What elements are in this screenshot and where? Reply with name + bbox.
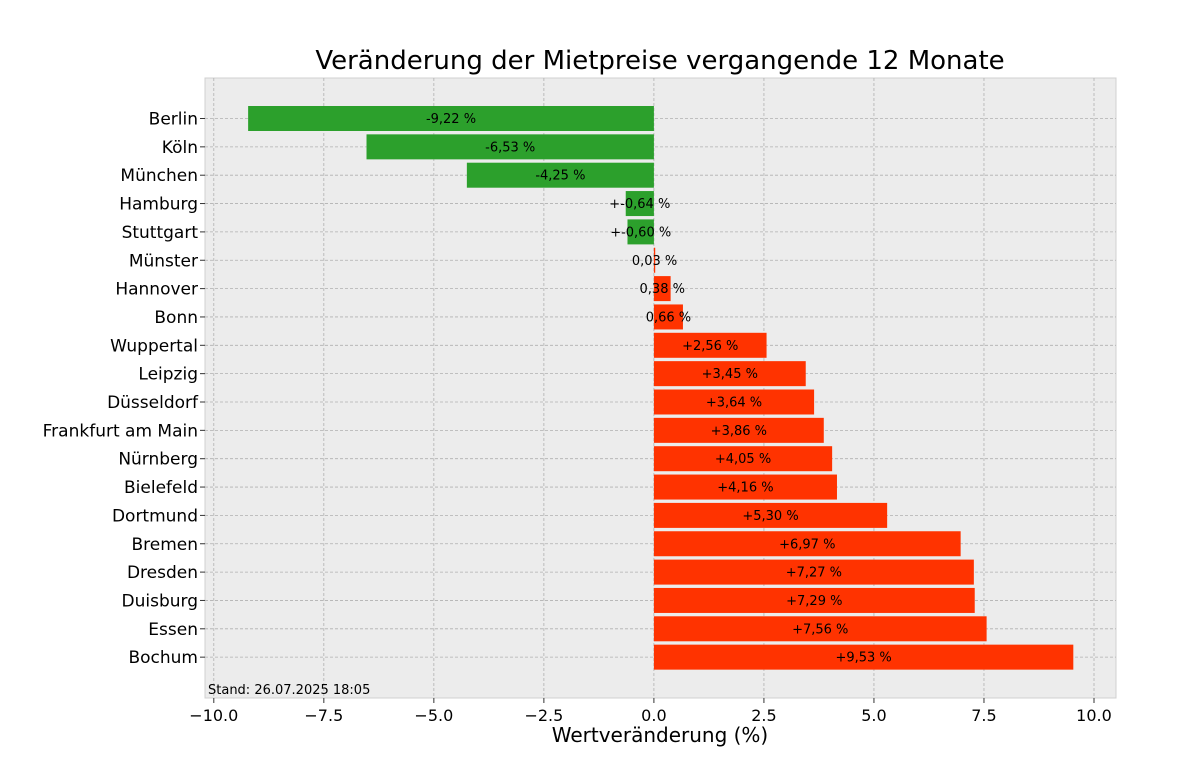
- y-tick-label: Frankfurt am Main: [43, 421, 198, 441]
- data-labels: -9,22 % -6,53 %-4,25 % +-0,64 % +-0,60 % 0,0…: [426, 112, 892, 666]
- y-tick-label: Dortmund: [112, 506, 198, 526]
- bar: [653, 276, 671, 302]
- x-tick-label: −5.0: [414, 706, 453, 725]
- y-tick-label: Hamburg: [119, 195, 198, 215]
- y-tick-label: Duisburg: [122, 591, 199, 611]
- bar-value-label: 0,03 %: [632, 254, 677, 269]
- y-tick-label: Stuttgart: [122, 223, 199, 243]
- y-tick-label: Bremen: [131, 535, 198, 555]
- bar-value-label: +3,45 %: [702, 367, 758, 382]
- y-tick-label: Bielefeld: [124, 478, 198, 498]
- y-tick-label: Wuppertal: [110, 336, 198, 356]
- bar-value-label: +7,29 %: [786, 594, 842, 609]
- bar: [627, 219, 654, 245]
- y-tick-label: Nürnberg: [118, 450, 198, 470]
- y-tick-label: Köln: [162, 138, 198, 158]
- bars: [248, 106, 1074, 670]
- bar: [653, 474, 837, 500]
- bar-value-label: 0,38 %: [640, 282, 685, 297]
- x-tick-label: 7.5: [971, 706, 996, 725]
- timestamp-annotation: Stand: 26.07.2025 18:05: [208, 683, 370, 698]
- bar-value-label: +2,56 %: [682, 339, 738, 354]
- bar-value-label: -6,53 %: [485, 140, 535, 155]
- chart-title: Veränderung der Mietpreise vergangende 1…: [315, 46, 1004, 76]
- y-tick-label: Dresden: [127, 563, 198, 583]
- bar: [653, 417, 824, 443]
- x-axis: −10.0 −7.5 −5.0 −2.5 0.0 2.5 5.0 7.5 10.0: [189, 698, 1112, 725]
- y-tick-label: Berlin: [149, 110, 198, 130]
- y-tick-label: Düsseldorf: [107, 393, 199, 413]
- bar-value-label: +-0,60 %: [610, 225, 671, 240]
- bar: [653, 361, 806, 387]
- x-tick-label: 0.0: [641, 706, 666, 725]
- x-tick-label: 5.0: [861, 706, 886, 725]
- x-tick-label: −10.0: [189, 706, 238, 725]
- bar-value-label: +3,64 %: [706, 396, 762, 411]
- y-tick-label: Leipzig: [138, 365, 198, 385]
- bar-value-label: +5,30 %: [742, 509, 798, 524]
- y-tick-label: Hannover: [115, 280, 198, 300]
- bar: [653, 531, 961, 557]
- bar-value-label: +6,97 %: [779, 537, 835, 552]
- bar: [653, 332, 767, 358]
- bar: [653, 502, 888, 528]
- bar: [653, 616, 987, 642]
- y-tick-label: Bochum: [128, 648, 198, 668]
- bar: [653, 446, 833, 472]
- x-axis-label: Wertveränderung (%): [552, 723, 769, 747]
- y-tick-label: Bonn: [154, 308, 198, 328]
- bar-value-label: +7,56 %: [792, 622, 848, 637]
- bar: [653, 587, 975, 613]
- x-tick-label: −2.5: [524, 706, 563, 725]
- bar: [466, 162, 654, 188]
- bar-value-label: +7,27 %: [786, 566, 842, 581]
- bar-value-label: +4,16 %: [717, 481, 773, 496]
- bar: [653, 644, 1074, 670]
- x-tick-label: 2.5: [751, 706, 776, 725]
- x-tick-label: −7.5: [304, 706, 343, 725]
- y-tick-label: München: [120, 166, 198, 186]
- bar: [653, 559, 974, 585]
- y-tick-label: Essen: [148, 620, 198, 640]
- bar: [653, 389, 815, 415]
- bar: [653, 304, 683, 330]
- bar-value-label: +4,05 %: [715, 452, 771, 467]
- bar: [625, 191, 654, 217]
- bar-value-label: +-0,64 %: [609, 197, 670, 212]
- bar-value-label: -9,22 %: [426, 112, 476, 127]
- bar-value-label: -4,25 %: [535, 169, 585, 184]
- bar: [248, 106, 654, 131]
- bar-value-label: 0,66 %: [646, 310, 691, 325]
- y-tick-label: Münster: [129, 251, 198, 271]
- x-tick-label: 10.0: [1076, 706, 1112, 725]
- bar: [366, 134, 654, 160]
- bar-value-label: +3,86 %: [711, 424, 767, 439]
- y-axis: Berlin Köln München Hamburg Stuttgart Münster…: [43, 110, 205, 668]
- bar-value-label: +9,53 %: [835, 651, 891, 666]
- bar: [653, 247, 656, 273]
